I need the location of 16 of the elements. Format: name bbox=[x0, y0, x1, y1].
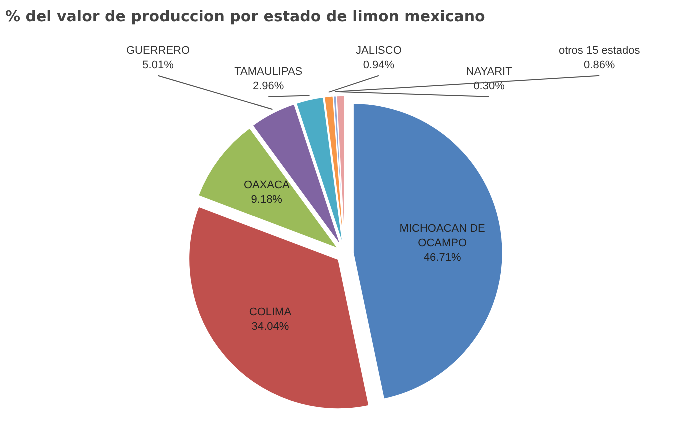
slice-label: COLIMA bbox=[249, 306, 292, 318]
data-label: 0.94% bbox=[363, 60, 395, 72]
slice-label: GUERRERO bbox=[126, 45, 190, 58]
slice-label: TAMAULIPAS bbox=[234, 66, 303, 78]
slice-label: OAXACA bbox=[244, 180, 290, 192]
slice-label: JALISCO bbox=[356, 45, 402, 58]
data-label: 0.86% bbox=[584, 60, 616, 72]
slice-label: MICHOACAN DE OCAMPO bbox=[400, 223, 486, 250]
chart-title: % del valor de produccion por estado de limon mexicano bbox=[6, 8, 486, 26]
slice-label: NAYARIT bbox=[466, 66, 513, 78]
data-label: 5.01% bbox=[142, 60, 174, 72]
data-label: 2.96% bbox=[253, 80, 284, 93]
data-label: 46.71% bbox=[424, 252, 462, 264]
data-label: 9.18% bbox=[251, 194, 283, 206]
data-label: 34.04% bbox=[252, 320, 290, 333]
slice-label: otros 15 estados bbox=[558, 45, 641, 58]
